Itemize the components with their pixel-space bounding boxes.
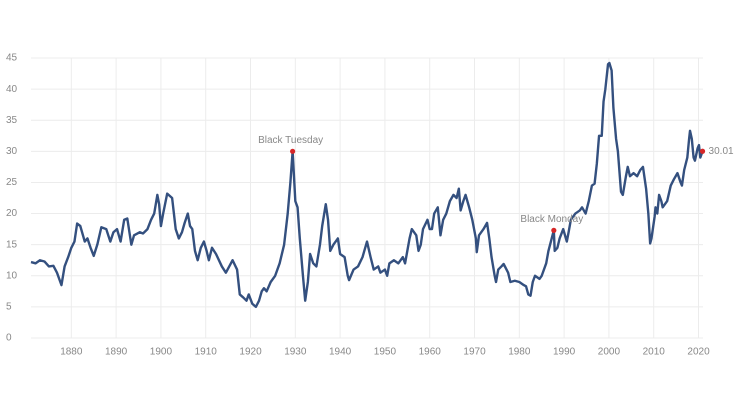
annotation-marker	[699, 148, 706, 154]
x-tick-label: 1950	[374, 347, 397, 358]
x-tick-label: 1890	[105, 347, 128, 358]
annotation-label: Black Tuesday	[258, 135, 323, 146]
x-tick-label: 1880	[60, 347, 83, 358]
x-tick-label: 1910	[195, 347, 218, 358]
x-tick-label: 1990	[553, 347, 576, 358]
x-tick-label: 1920	[239, 347, 262, 358]
annotation-label: Black Monday	[520, 214, 583, 225]
annotation-marker	[551, 227, 557, 233]
y-tick-label: 45	[6, 53, 18, 64]
x-tick-label: 1940	[329, 347, 352, 358]
series-line	[30, 61, 704, 309]
annotation-label: 30.01	[709, 146, 734, 157]
annotation-marker	[290, 148, 296, 154]
x-tick-label: 2000	[598, 347, 621, 358]
x-tick-label: 1970	[463, 347, 486, 358]
y-tick-label: 5	[6, 302, 12, 313]
y-tick-label: 30	[6, 146, 18, 157]
y-tick-label: 20	[6, 208, 18, 219]
x-tick-label: 1930	[284, 347, 307, 358]
x-tick-label: 1900	[150, 347, 173, 358]
x-tick-label: 2010	[643, 347, 666, 358]
y-tick-label: 35	[6, 115, 18, 126]
y-tick-label: 15	[6, 239, 18, 250]
y-tick-label: 25	[6, 177, 18, 188]
x-tick-label: 1980	[508, 347, 531, 358]
y-tick-label: 0	[6, 333, 12, 344]
y-tick-label: 10	[6, 270, 18, 281]
x-tick-label: 1960	[419, 347, 442, 358]
y-tick-label: 40	[6, 84, 18, 95]
x-tick-label: 2020	[687, 347, 710, 358]
